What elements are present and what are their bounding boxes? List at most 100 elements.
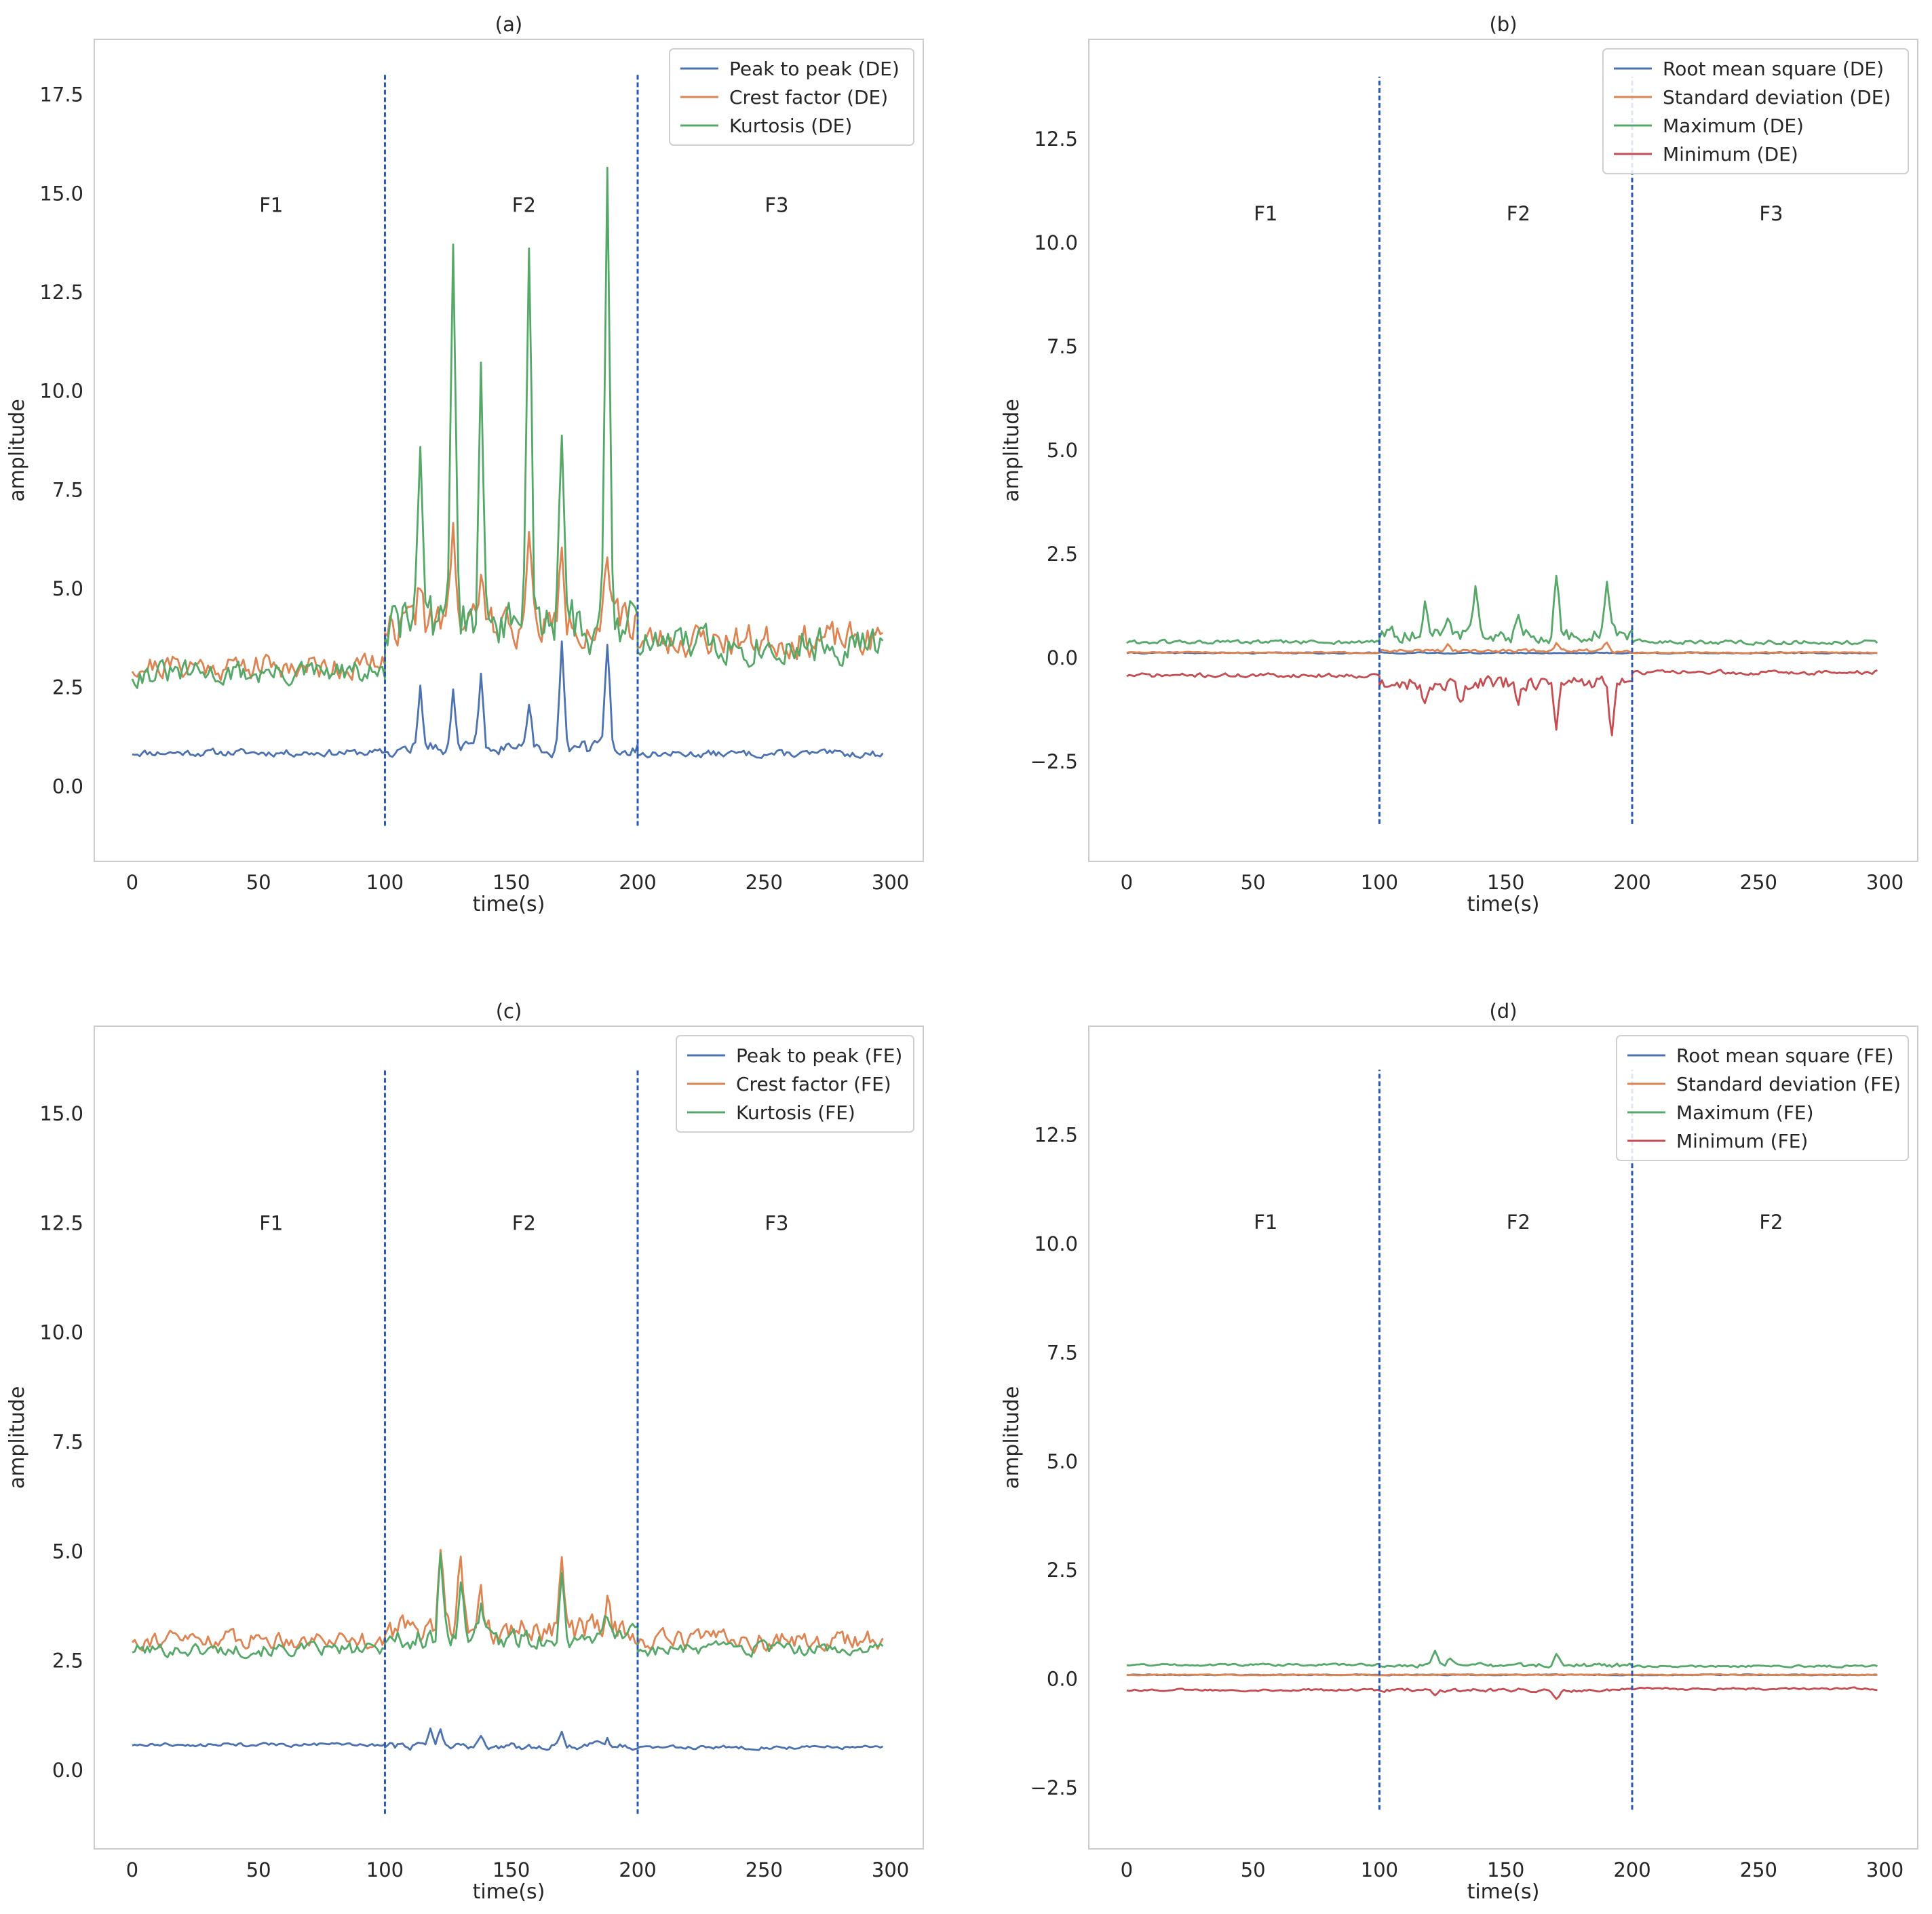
chart-title: (a) [495, 13, 522, 36]
legend-entry: Standard deviation (DE) [1663, 86, 1891, 109]
legend-box [1602, 48, 1909, 174]
y-axis-label: amplitude [1000, 399, 1024, 502]
y-tick-label: 7.5 [1047, 1341, 1078, 1364]
panel-c: (c) 0 50 100 150 200 250 300 0.0 2.5 5.0 7.5 10.0 12.… [5, 1000, 924, 1904]
axes-frame [1088, 1026, 1918, 1850]
region-label: F2 [512, 194, 536, 217]
y-axis-label: amplitude [5, 399, 29, 502]
y-tick-label: 0.0 [1047, 646, 1078, 669]
y-axis-label: amplitude [5, 1386, 29, 1489]
x-tick-label: 200 [619, 1858, 656, 1881]
y-tick-label: 7.5 [52, 478, 83, 501]
chart-title: (c) [496, 1000, 522, 1023]
x-tick-label: 0 [1121, 871, 1133, 894]
legend-box [669, 48, 914, 146]
x-tick-label: 250 [746, 1858, 783, 1881]
x-axis-label: time(s) [473, 893, 545, 916]
y-tick-label: 2.5 [52, 676, 83, 699]
x-tick-label: 50 [1241, 871, 1266, 894]
y-tick-label: 5.0 [52, 1540, 83, 1563]
chart-title: (d) [1489, 1000, 1517, 1023]
y-tick-label: 17.5 [39, 83, 83, 106]
legend-box [676, 1035, 914, 1133]
x-tick-label: 150 [492, 871, 530, 894]
series-line [1126, 1686, 1878, 1700]
legend-entry: Standard deviation (FE) [1676, 1073, 1901, 1095]
legend-entry: Root mean square (DE) [1663, 58, 1884, 80]
region-label: F1 [1254, 1211, 1277, 1234]
y-tick-label: 10.0 [39, 380, 83, 403]
region-label: F3 [765, 194, 788, 217]
x-axis-label: time(s) [473, 1880, 545, 1904]
legend-entry: Peak to peak (DE) [729, 58, 900, 80]
x-tick-label: 0 [126, 871, 138, 894]
y-tick-label: 10.0 [1034, 231, 1078, 254]
legend: Root mean square (FE) Standard deviation … [1616, 1035, 1909, 1161]
legend: Peak to peak (FE) Crest factor (FE) Kurtos… [676, 1035, 914, 1133]
y-tick-label: −2.5 [1030, 1776, 1078, 1799]
x-tick-label: 0 [1121, 1858, 1133, 1881]
axes-frame [94, 1026, 924, 1850]
y-tick-label: 0.0 [52, 775, 83, 798]
series-line [1126, 1673, 1878, 1677]
x-tick-label: 250 [746, 871, 783, 894]
series-line [131, 166, 884, 689]
y-tick-label: 12.5 [1034, 128, 1078, 151]
legend-entry: Minimum (DE) [1663, 143, 1798, 165]
x-tick-label: 50 [246, 871, 271, 894]
x-tick-label: 250 [1740, 1858, 1777, 1881]
x-axis-label: time(s) [1467, 1880, 1540, 1904]
series-line [132, 640, 884, 759]
axes-frame [94, 39, 924, 862]
y-tick-label: 10.0 [39, 1321, 83, 1344]
y-tick-label: 0.0 [1047, 1668, 1078, 1691]
x-tick-label: 100 [1361, 871, 1398, 894]
legend-entry: Root mean square (FE) [1676, 1044, 1894, 1067]
legend-entry: Crest factor (DE) [729, 86, 888, 109]
y-tick-label: 2.5 [1047, 543, 1078, 566]
x-tick-label: 200 [619, 871, 656, 894]
y-tick-label: 15.0 [39, 182, 83, 205]
legend-entry: Maximum (DE) [1663, 115, 1804, 137]
legend-box [1616, 1035, 1909, 1161]
y-tick-label: 12.5 [1034, 1123, 1078, 1146]
x-tick-label: 100 [366, 1858, 404, 1881]
x-tick-label: 300 [872, 1858, 909, 1881]
axes-frame [1088, 39, 1918, 862]
y-tick-label: −2.5 [1030, 750, 1078, 773]
series-line [131, 522, 883, 682]
x-tick-label: 150 [1487, 1858, 1524, 1881]
x-tick-label: 300 [872, 871, 909, 894]
x-tick-label: 200 [1613, 871, 1650, 894]
y-tick-label: 15.0 [39, 1102, 83, 1125]
series-line [1126, 642, 1878, 655]
series-line [132, 1552, 884, 1660]
x-tick-label: 100 [1361, 1858, 1398, 1881]
x-axis-label: time(s) [1467, 893, 1540, 916]
legend: Peak to peak (DE) Crest factor (DE) Kurtos… [669, 48, 914, 146]
y-tick-label: 5.0 [52, 577, 83, 600]
y-tick-label: 10.0 [1034, 1232, 1078, 1255]
series-line [132, 1727, 883, 1751]
x-tick-label: 150 [1487, 871, 1524, 894]
region-label: F2 [512, 1211, 536, 1234]
panel-b: (b) 0 50 100 150 200 250 300 −2.5 0.0 2.5 5.0 7.5 10.… [1000, 13, 1918, 916]
legend-entry: Kurtosis (DE) [729, 115, 852, 137]
region-label: F3 [765, 1211, 788, 1234]
region-label: F3 [1759, 202, 1783, 225]
y-tick-label: 12.5 [39, 281, 83, 304]
x-tick-label: 50 [1241, 1858, 1266, 1881]
series-line [131, 1548, 884, 1654]
x-tick-label: 100 [366, 871, 404, 894]
legend-entry: Kurtosis (FE) [736, 1101, 855, 1124]
y-axis-label: amplitude [1000, 1386, 1024, 1489]
region-label: F1 [1254, 202, 1277, 225]
y-tick-label: 0.0 [52, 1759, 83, 1782]
y-tick-label: 7.5 [1047, 335, 1078, 358]
series-line [1126, 574, 1878, 646]
legend: Root mean square (DE) Standard deviation … [1602, 48, 1909, 174]
x-tick-label: 250 [1740, 871, 1777, 894]
x-tick-label: 200 [1613, 1858, 1650, 1881]
x-tick-label: 300 [1866, 1858, 1904, 1881]
